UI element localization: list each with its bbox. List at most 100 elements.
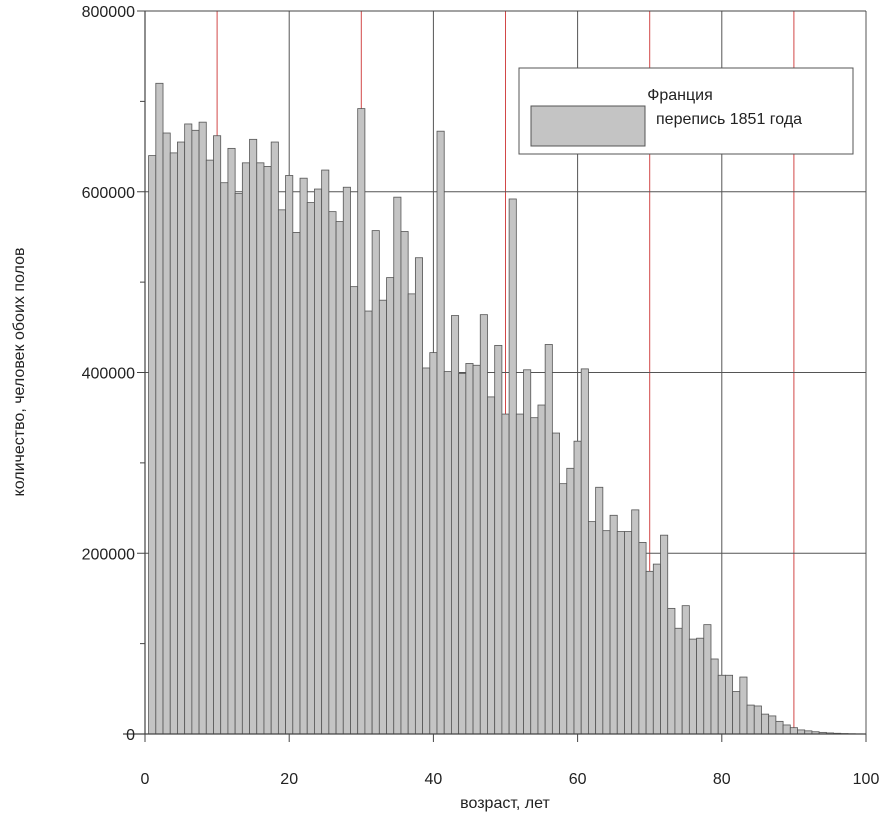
bar-age-35 xyxy=(401,232,408,734)
y-tick-label-600000: 600000 xyxy=(82,185,135,202)
bar-age-25 xyxy=(329,212,336,734)
bar-age-68 xyxy=(639,542,646,734)
y-tick-label-400000: 400000 xyxy=(82,366,135,383)
bar-age-33 xyxy=(387,278,394,734)
bar-age-15 xyxy=(257,163,264,734)
bar-age-22 xyxy=(307,203,314,734)
x-tick-label-0: 0 xyxy=(141,771,150,788)
bar-age-73 xyxy=(675,628,682,734)
bar-age-40 xyxy=(437,131,444,734)
bar-age-2 xyxy=(163,133,170,734)
bar-age-75 xyxy=(689,639,696,734)
bar-age-63 xyxy=(603,531,610,734)
bar-age-44 xyxy=(466,363,473,734)
bar-age-10 xyxy=(221,183,228,734)
bar-age-20 xyxy=(293,232,300,734)
bar-age-1 xyxy=(156,83,163,734)
bar-age-32 xyxy=(379,300,386,734)
bar-age-84 xyxy=(754,706,761,734)
bar-age-51 xyxy=(516,414,523,734)
bar-age-67 xyxy=(632,510,639,734)
bar-age-59 xyxy=(574,441,581,734)
bar-age-85 xyxy=(761,714,768,734)
bar-age-43 xyxy=(459,373,466,734)
bar-age-47 xyxy=(487,397,494,734)
x-tick-label-40: 40 xyxy=(425,771,443,788)
bar-age-39 xyxy=(430,353,437,734)
bar-age-89 xyxy=(790,728,797,734)
legend: Франция перепись 1851 года xyxy=(519,68,853,154)
x-tick-label-100: 100 xyxy=(853,771,880,788)
bar-age-65 xyxy=(617,532,624,734)
y-tick-label-0: 0 xyxy=(126,727,135,744)
bar-age-24 xyxy=(322,170,329,734)
bar-age-50 xyxy=(509,199,516,734)
bar-age-42 xyxy=(451,316,458,734)
bar-age-72 xyxy=(668,608,675,734)
bar-age-12 xyxy=(235,194,242,734)
x-axis-label: возраст, лет xyxy=(460,795,550,812)
x-tick-label-80: 80 xyxy=(713,771,731,788)
bar-age-6 xyxy=(192,130,199,734)
bar-age-79 xyxy=(718,675,725,734)
bar-age-86 xyxy=(769,716,776,734)
bar-age-46 xyxy=(480,315,487,734)
bar-age-61 xyxy=(588,522,595,734)
bar-age-41 xyxy=(444,372,451,734)
legend-swatch xyxy=(531,106,645,146)
bar-age-76 xyxy=(697,638,704,734)
bar-age-14 xyxy=(250,139,257,734)
bar-age-53 xyxy=(531,418,538,734)
legend-title: Франция xyxy=(647,87,713,104)
bar-age-83 xyxy=(747,705,754,734)
bar-age-30 xyxy=(365,311,372,734)
bar-age-49 xyxy=(502,414,509,734)
bar-age-34 xyxy=(394,197,401,734)
bar-age-90 xyxy=(798,730,805,734)
bar-age-18 xyxy=(278,210,285,734)
y-tick-label-200000: 200000 xyxy=(82,546,135,563)
bar-age-74 xyxy=(682,606,689,734)
bar-age-56 xyxy=(552,433,559,734)
bar-age-9 xyxy=(214,136,221,734)
bar-age-55 xyxy=(545,344,552,734)
x-tick-label-60: 60 xyxy=(569,771,587,788)
bar-age-4 xyxy=(177,142,184,734)
y-axis-label: количество, человек обоих полов xyxy=(11,248,28,497)
bar-age-5 xyxy=(185,124,192,734)
bar-age-64 xyxy=(610,515,617,734)
bar-age-77 xyxy=(704,625,711,734)
bar-age-29 xyxy=(358,109,365,734)
y-tick-label-800000: 800000 xyxy=(82,4,135,21)
legend-entry: перепись 1851 года xyxy=(656,111,802,128)
bar-age-78 xyxy=(711,659,718,734)
bar-age-66 xyxy=(624,532,631,734)
bar-age-37 xyxy=(415,258,422,734)
bar-age-62 xyxy=(596,487,603,734)
bar-age-26 xyxy=(336,222,343,734)
bar-age-7 xyxy=(199,122,206,734)
bar-age-87 xyxy=(776,721,783,734)
bar-age-70 xyxy=(653,564,660,734)
bar-age-17 xyxy=(271,142,278,734)
bar-age-8 xyxy=(206,160,213,734)
bar-age-80 xyxy=(725,675,732,734)
bar-age-69 xyxy=(646,571,653,734)
bar-age-13 xyxy=(242,163,249,734)
x-tick-label-20: 20 xyxy=(280,771,298,788)
bar-age-21 xyxy=(300,178,307,734)
bar-age-38 xyxy=(423,368,430,734)
bar-age-16 xyxy=(264,166,271,734)
bar-age-45 xyxy=(473,365,480,734)
bar-age-60 xyxy=(581,369,588,734)
bar-age-82 xyxy=(740,677,747,734)
bar-age-0 xyxy=(149,156,156,734)
bar-age-36 xyxy=(408,294,415,734)
bar-age-3 xyxy=(170,153,177,734)
bar-age-19 xyxy=(286,175,293,734)
bar-age-23 xyxy=(314,189,321,734)
bar-age-27 xyxy=(343,187,350,734)
bar-age-48 xyxy=(495,345,502,734)
